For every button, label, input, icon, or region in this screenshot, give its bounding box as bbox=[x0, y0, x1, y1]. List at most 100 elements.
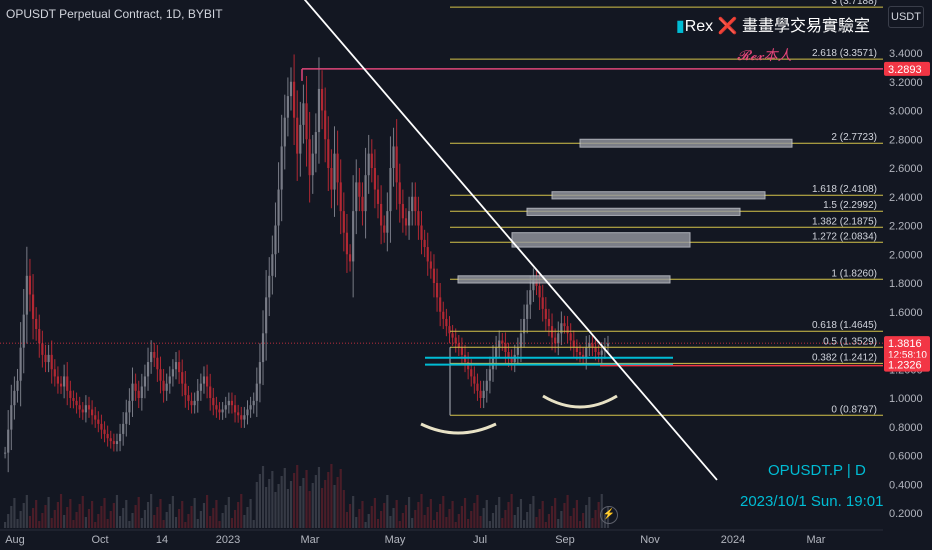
volume-bar bbox=[429, 499, 432, 528]
candle-body bbox=[72, 398, 75, 401]
volume-bar bbox=[7, 514, 10, 528]
volume-bar bbox=[190, 506, 193, 528]
candle-body bbox=[460, 347, 464, 355]
candle-body bbox=[16, 380, 19, 391]
volume-bar bbox=[529, 504, 532, 528]
candle-body bbox=[224, 405, 227, 410]
watermark-x-icon: ❌ bbox=[717, 18, 738, 35]
candle-body bbox=[221, 409, 224, 413]
y-tick-label: 3.0000 bbox=[889, 106, 923, 118]
candle-body bbox=[519, 333, 523, 348]
volume-bar bbox=[439, 504, 442, 528]
candle-body bbox=[302, 103, 305, 125]
watermark: ▮Rex ❌ 畫畫學交易實驗室 bbox=[676, 12, 870, 36]
volume-bar bbox=[280, 476, 283, 528]
candle-body bbox=[150, 352, 153, 363]
y-tick-label: 2.6000 bbox=[889, 163, 923, 175]
volume-bar bbox=[265, 487, 268, 528]
y-tick-label: 1.0000 bbox=[889, 393, 923, 405]
volume-bar bbox=[140, 518, 143, 528]
candle-body bbox=[7, 429, 10, 453]
fib-level-label: 1.5 (2.2992) bbox=[823, 200, 877, 211]
candle-body bbox=[78, 405, 81, 410]
volume-bar bbox=[526, 512, 529, 528]
fib-level-label: 0 (0.8797) bbox=[831, 404, 877, 415]
candle-body bbox=[554, 337, 557, 344]
volume-bar bbox=[404, 505, 408, 528]
candle-body bbox=[566, 326, 569, 334]
candle-body bbox=[476, 383, 479, 391]
price-label-badge bbox=[884, 357, 930, 372]
cup-arc-left bbox=[420, 422, 497, 435]
volume-bar bbox=[137, 497, 140, 528]
candle-body bbox=[299, 124, 302, 154]
candle-body bbox=[28, 275, 32, 295]
candle-body bbox=[118, 433, 122, 442]
volume-bar bbox=[202, 503, 206, 528]
candle-body bbox=[342, 211, 345, 233]
flash-icon[interactable]: ⚡ bbox=[600, 506, 618, 524]
volume-bar bbox=[442, 496, 445, 528]
volume-bar bbox=[516, 507, 519, 528]
candle-body bbox=[146, 362, 150, 377]
candle-body bbox=[538, 285, 541, 298]
volume-bar bbox=[495, 505, 498, 528]
candle-body bbox=[439, 297, 442, 312]
volume-bar bbox=[575, 500, 578, 528]
volume-bar bbox=[476, 495, 479, 528]
volume-bar bbox=[522, 520, 526, 528]
volume-bar bbox=[485, 500, 488, 528]
y-tick-label: 3.4000 bbox=[889, 48, 923, 60]
volume-bar bbox=[271, 471, 274, 528]
candle-body bbox=[417, 211, 420, 226]
x-tick-label: 2023 bbox=[216, 534, 240, 546]
volume-bar bbox=[479, 516, 482, 528]
candle-body bbox=[115, 441, 119, 444]
volume-bar bbox=[339, 469, 342, 528]
volume-bar bbox=[451, 501, 454, 528]
volume-bar bbox=[13, 498, 16, 528]
volume-bar bbox=[569, 516, 572, 528]
price-label-text: 1.3816 bbox=[888, 338, 922, 350]
candle-body bbox=[495, 347, 498, 358]
candle-body bbox=[106, 433, 109, 439]
volume-bar bbox=[153, 515, 156, 528]
currency-button[interactable]: USDT bbox=[888, 6, 924, 28]
volume-bar bbox=[361, 501, 364, 528]
candle-body bbox=[35, 318, 38, 329]
overlay-datetime: 2023/10/1 Sun. 19:01 bbox=[740, 493, 884, 510]
candle-body bbox=[280, 146, 283, 190]
volume-bar bbox=[454, 522, 457, 528]
volume-bar bbox=[376, 519, 380, 528]
volume-bar bbox=[143, 510, 147, 528]
candle-body bbox=[389, 168, 392, 212]
candle-body bbox=[128, 400, 131, 413]
candle-body bbox=[507, 352, 510, 358]
candle-body bbox=[137, 390, 140, 398]
volume-bar bbox=[47, 497, 50, 528]
volume-bar bbox=[367, 514, 370, 528]
volume-bar bbox=[66, 507, 69, 528]
candle-body bbox=[75, 400, 78, 406]
volume-bar bbox=[227, 497, 230, 528]
fib-level-label: 1.272 (2.0834) bbox=[812, 231, 877, 242]
candle-body bbox=[585, 347, 588, 358]
volume-bar bbox=[87, 509, 91, 528]
candle-body bbox=[187, 395, 190, 401]
volume-bar bbox=[162, 520, 165, 528]
y-tick-label: 2.2000 bbox=[889, 221, 923, 233]
volume-bar bbox=[585, 505, 588, 528]
candle-body bbox=[370, 153, 373, 168]
candle-body bbox=[330, 168, 333, 190]
candle-body bbox=[168, 376, 171, 384]
y-tick-label: 2.0000 bbox=[889, 249, 923, 261]
candle-body bbox=[240, 415, 243, 420]
volume-bar bbox=[134, 505, 137, 528]
candle-body bbox=[336, 153, 339, 183]
candle-body bbox=[277, 189, 280, 226]
candle-body bbox=[81, 409, 84, 413]
volume-bar bbox=[221, 513, 224, 528]
fib-level-label: 0.618 (1.4645) bbox=[812, 320, 877, 331]
candle-body bbox=[209, 386, 212, 398]
